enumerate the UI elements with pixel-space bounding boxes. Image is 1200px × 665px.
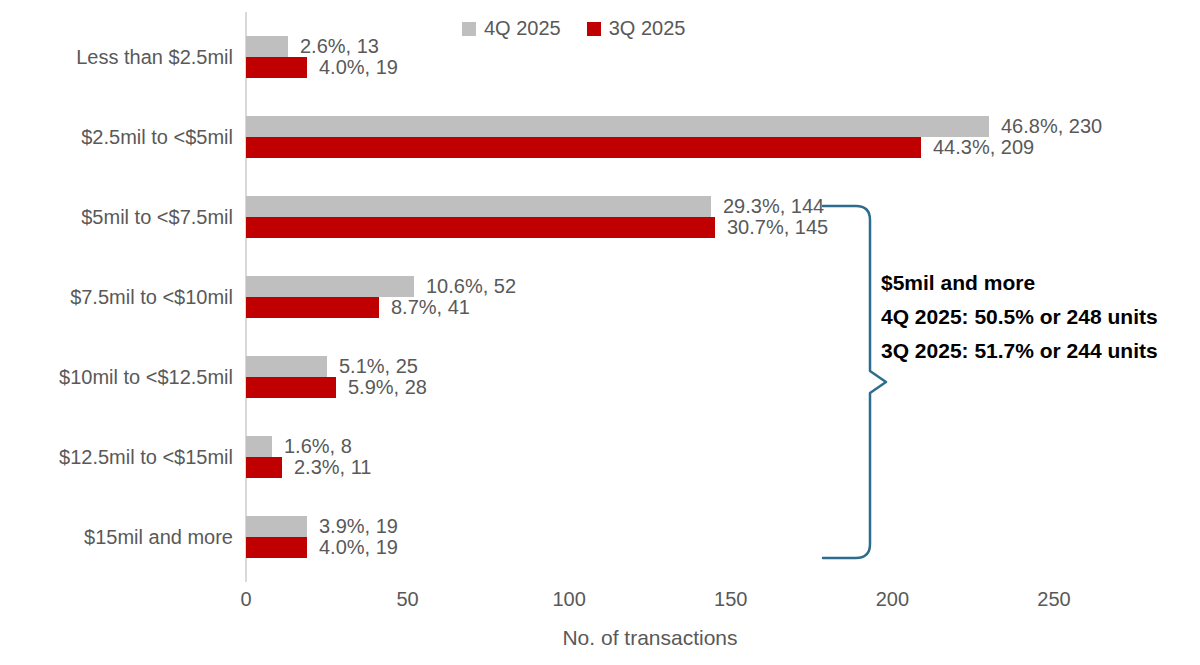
- bar-chart: 4Q 20253Q 2025 Less than $2.5mil$2.5mil …: [0, 0, 1200, 665]
- annotation-title: $5mil and more: [881, 266, 1158, 300]
- annotation-line-3q: 3Q 2025: 51.7% or 244 units: [881, 334, 1158, 368]
- annotation-line-4q: 4Q 2025: 50.5% or 248 units: [881, 300, 1158, 334]
- annotation-box: $5mil and more 4Q 2025: 50.5% or 248 uni…: [881, 266, 1158, 368]
